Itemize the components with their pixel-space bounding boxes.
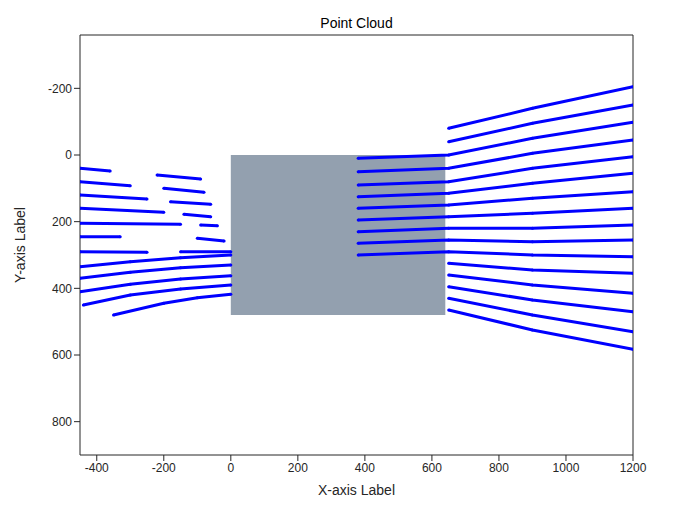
svg-text:800: 800 [52, 415, 72, 429]
svg-text:X-axis Label: X-axis Label [318, 482, 395, 498]
svg-text:-200: -200 [48, 82, 72, 96]
html-text:Point Cloud: Point Cloud [320, 15, 393, 31]
svg-text:-200: -200 [152, 461, 176, 475]
svg-text:800: 800 [489, 461, 509, 475]
svg-text:1200: 1200 [620, 461, 647, 475]
svg-text:400: 400 [52, 282, 72, 296]
svg-text:400: 400 [355, 461, 375, 475]
svg-text:600: 600 [52, 348, 72, 362]
svg-text:0: 0 [227, 461, 234, 475]
svg-text:600: 600 [422, 461, 442, 475]
svg-text:Y-axis Label: Y-axis Label [12, 207, 28, 283]
svg-text:0: 0 [65, 148, 72, 162]
svg-text:-400: -400 [85, 461, 109, 475]
svg-text:200: 200 [288, 461, 308, 475]
svg-text:1000: 1000 [553, 461, 580, 475]
svg-text:200: 200 [52, 215, 72, 229]
